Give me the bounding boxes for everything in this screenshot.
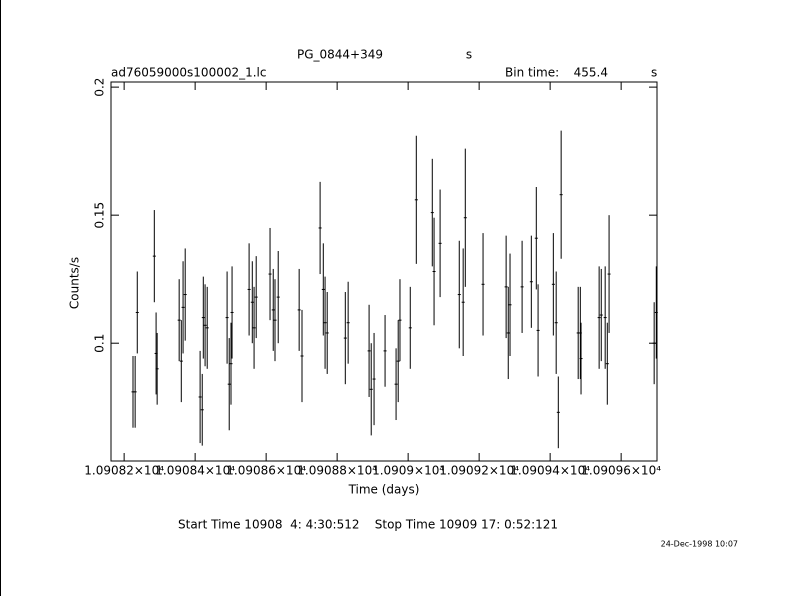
x-tick-label: 1.09088×10⁴	[297, 464, 377, 478]
date-stamp: 24-Dec-1998 10:07	[661, 540, 738, 549]
x-tick-label: 1.09096×10⁴	[581, 464, 661, 478]
x-tick-label: 1.09094×10⁴	[510, 464, 590, 478]
x-axis-label: Time (days)	[348, 483, 420, 497]
y-axis-label: Counts/s	[68, 257, 82, 309]
y-tick-label: 0.2	[93, 78, 107, 97]
y-tick-label: 0.15	[93, 202, 107, 229]
y-tick-label: 0.1	[93, 334, 107, 353]
x-tick-label: 1.09084×10⁴	[155, 464, 235, 478]
plot-frame	[110, 81, 658, 462]
x-tick-label: 1.09092×10⁴	[439, 464, 519, 478]
bin-time: 455.4	[574, 66, 608, 80]
x-tick-label: 1.0909×10⁴	[372, 464, 444, 478]
bin-time-label: Bin time:	[505, 66, 559, 80]
title-unit: s	[466, 48, 472, 62]
time-range: Start Time 10908 4: 4:30:512 Stop Time 1…	[178, 518, 558, 532]
x-tick-label: 1.09082×10⁴	[84, 464, 164, 478]
bin-time-unit: s	[651, 66, 657, 80]
x-tick-label: 1.09086×10⁴	[226, 464, 306, 478]
chart-title: PG_0844+349	[297, 48, 383, 62]
file-name: ad76059000s100002_1.lc	[111, 66, 267, 80]
